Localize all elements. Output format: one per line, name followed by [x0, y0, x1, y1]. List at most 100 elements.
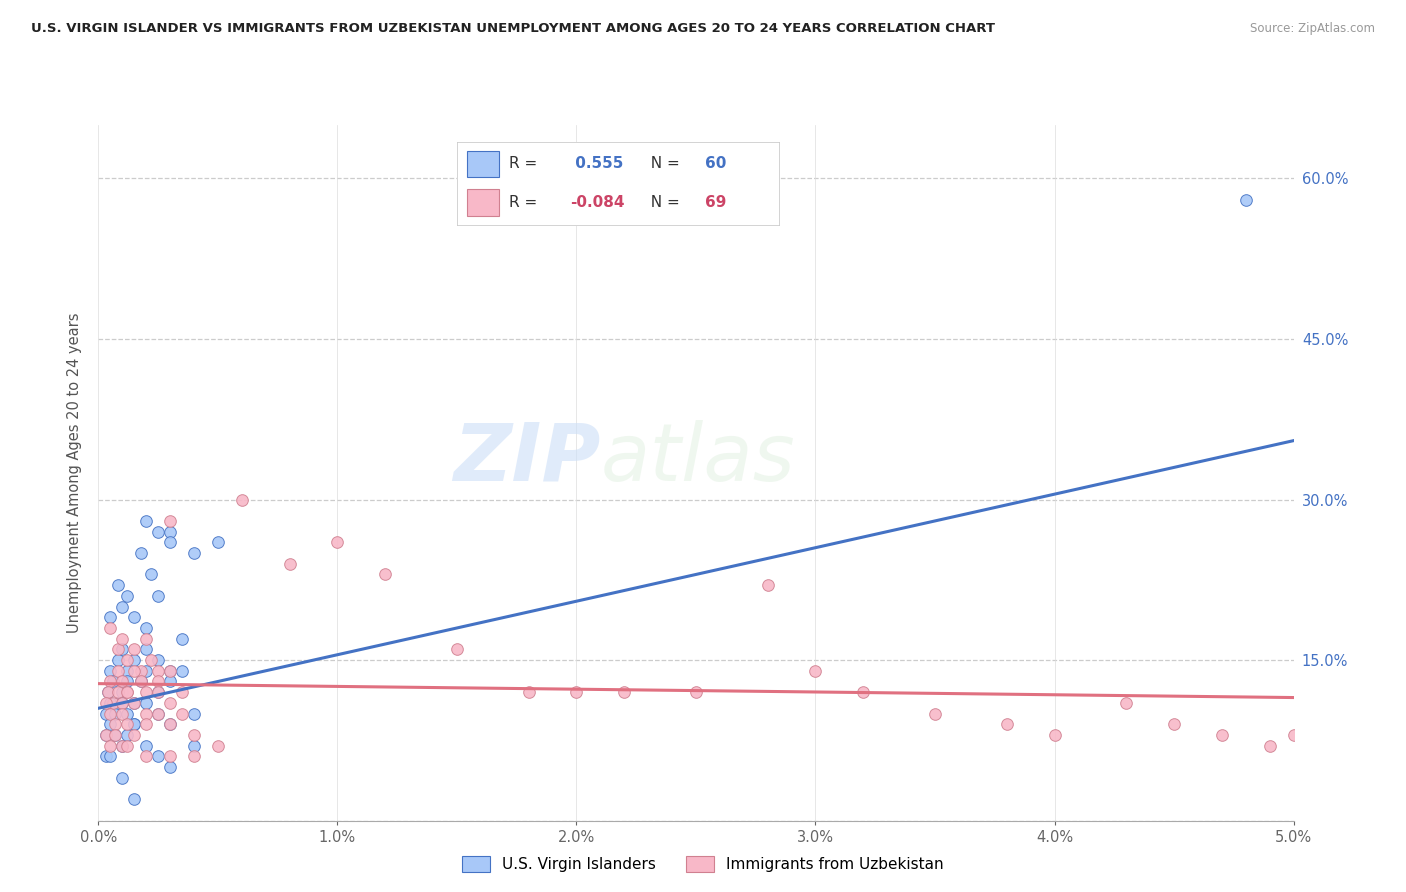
- Point: [135, 717, 157, 731]
- Point: [101, 674, 124, 689]
- Point: [148, 664, 170, 678]
- Point: [159, 524, 181, 539]
- Point: [1043, 728, 1066, 742]
- Point: [115, 674, 138, 689]
- Point: [159, 674, 181, 689]
- Point: [517, 685, 540, 699]
- Point: [183, 546, 205, 560]
- Point: [100, 621, 122, 635]
- Point: [135, 749, 157, 764]
- Point: [172, 632, 194, 646]
- Point: [131, 664, 153, 678]
- Point: [124, 728, 146, 742]
- Point: [124, 792, 146, 806]
- Point: [1258, 739, 1281, 753]
- Point: [124, 610, 146, 624]
- Point: [100, 664, 122, 678]
- Point: [135, 642, 157, 657]
- Point: [159, 749, 181, 764]
- Point: [111, 696, 134, 710]
- Point: [207, 739, 229, 753]
- Point: [183, 706, 205, 721]
- Point: [94, 696, 117, 710]
- Point: [115, 664, 138, 678]
- Point: [135, 514, 157, 528]
- Point: [124, 664, 146, 678]
- Point: [107, 696, 129, 710]
- Point: [172, 685, 194, 699]
- Point: [159, 535, 181, 549]
- Point: [804, 664, 827, 678]
- Point: [107, 642, 129, 657]
- Point: [135, 739, 157, 753]
- Point: [159, 717, 181, 731]
- Point: [101, 696, 124, 710]
- Point: [100, 674, 122, 689]
- Point: [107, 653, 129, 667]
- Point: [107, 578, 129, 592]
- Point: [924, 706, 946, 721]
- Point: [139, 653, 162, 667]
- Y-axis label: Unemployment Among Ages 20 to 24 years: Unemployment Among Ages 20 to 24 years: [67, 312, 83, 633]
- Point: [104, 728, 127, 742]
- Text: ZIP: ZIP: [453, 420, 600, 498]
- Point: [183, 749, 205, 764]
- Point: [159, 760, 181, 774]
- Point: [135, 632, 157, 646]
- Point: [231, 492, 253, 507]
- Point: [135, 685, 157, 699]
- Point: [159, 514, 181, 528]
- Point: [1163, 717, 1185, 731]
- Point: [94, 749, 117, 764]
- Point: [613, 685, 636, 699]
- Point: [107, 664, 129, 678]
- Point: [148, 749, 170, 764]
- Point: [852, 685, 875, 699]
- Point: [207, 535, 229, 549]
- Point: [148, 685, 170, 699]
- Point: [148, 685, 170, 699]
- Point: [100, 696, 122, 710]
- Point: [446, 642, 468, 657]
- Point: [111, 696, 134, 710]
- Point: [94, 728, 117, 742]
- Point: [565, 685, 588, 699]
- Point: [111, 771, 134, 785]
- Point: [124, 696, 146, 710]
- Point: [1115, 696, 1137, 710]
- Point: [159, 664, 181, 678]
- Point: [756, 578, 779, 592]
- Point: [183, 739, 205, 753]
- Point: [97, 685, 120, 699]
- Text: U.S. VIRGIN ISLANDER VS IMMIGRANTS FROM UZBEKISTAN UNEMPLOYMENT AMONG AGES 20 TO: U.S. VIRGIN ISLANDER VS IMMIGRANTS FROM …: [31, 22, 995, 36]
- Point: [131, 546, 153, 560]
- Point: [148, 674, 170, 689]
- Point: [159, 696, 181, 710]
- Point: [135, 664, 157, 678]
- Point: [124, 717, 146, 731]
- Text: Source: ZipAtlas.com: Source: ZipAtlas.com: [1250, 22, 1375, 36]
- Point: [111, 739, 134, 753]
- Point: [148, 589, 170, 603]
- Point: [111, 739, 134, 753]
- Point: [104, 706, 127, 721]
- Point: [139, 567, 162, 582]
- Point: [124, 717, 146, 731]
- Point: [111, 642, 134, 657]
- Point: [278, 557, 301, 571]
- Point: [111, 632, 134, 646]
- Point: [131, 674, 153, 689]
- Point: [111, 599, 134, 614]
- Point: [148, 706, 170, 721]
- Point: [100, 706, 122, 721]
- Point: [107, 685, 129, 699]
- Point: [1234, 193, 1257, 207]
- Point: [115, 728, 138, 742]
- Point: [326, 535, 349, 549]
- Point: [111, 685, 134, 699]
- Point: [115, 739, 138, 753]
- Point: [135, 706, 157, 721]
- Point: [172, 706, 194, 721]
- Point: [172, 664, 194, 678]
- Point: [115, 589, 138, 603]
